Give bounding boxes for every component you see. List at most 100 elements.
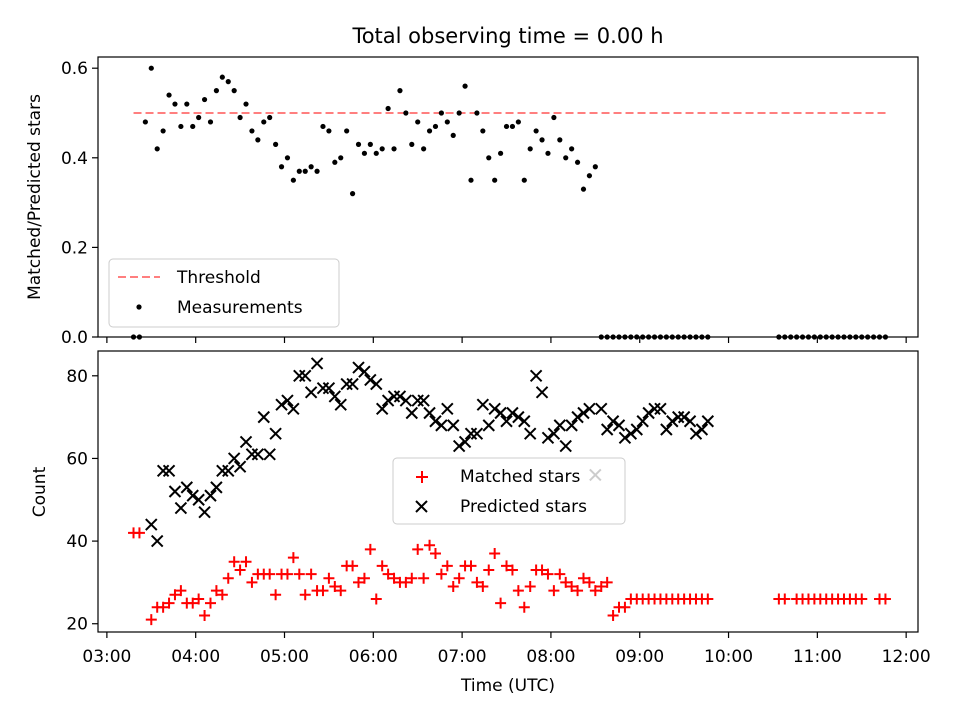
matched-stars-point [353, 576, 365, 588]
predicted-stars-point [174, 501, 188, 515]
measurement-point [148, 65, 154, 71]
count-plot-frame [97, 350, 919, 633]
matched-stars-point [264, 568, 276, 580]
measurement-point [166, 92, 172, 98]
matched-stars-point [601, 576, 613, 588]
ratio-y-tick-label: 0.0 [61, 328, 88, 348]
predicted-stars-point [583, 402, 596, 416]
matched-stars-point [145, 614, 157, 626]
measurement-point [379, 146, 385, 152]
predicted-stars-point [677, 410, 691, 424]
predicted-stars-point [423, 406, 436, 420]
predicted-stars-point [595, 402, 608, 416]
predicted-stars-point [204, 489, 217, 502]
predicted-stars-point [701, 415, 715, 428]
measurement-point [225, 79, 231, 85]
predicted-stars-point [559, 439, 572, 453]
predicted-stars-point [600, 423, 614, 436]
measurement-point [302, 168, 308, 174]
matched-stars-point [577, 572, 589, 584]
predicted-stars-point [299, 369, 312, 383]
predicted-stars-point [683, 415, 697, 428]
predicted-stars-point [565, 419, 578, 432]
matched-stars-point [187, 597, 199, 609]
matched-stars-point [542, 568, 554, 580]
matched-stars-point [424, 539, 436, 551]
measurement-point [557, 137, 563, 143]
measurement-point [533, 128, 539, 134]
matched-stars-point [518, 601, 530, 613]
matched-stars-point [376, 560, 388, 572]
predicted-stars-point [523, 427, 537, 440]
measurement-point [361, 150, 368, 156]
matched-stars-point [779, 593, 791, 605]
x-tick-label: 06:00 [349, 647, 398, 667]
predicted-stars-point [535, 386, 549, 399]
matched-stars-point [435, 568, 447, 580]
measurement-point [237, 114, 243, 121]
predicted-stars-point [417, 394, 430, 407]
measurement-point [231, 88, 237, 94]
measurement-point [243, 101, 249, 107]
matched-stars-point [441, 560, 453, 572]
count-y-tick-label: 40 [66, 532, 88, 552]
predicted-stars-point [370, 377, 383, 391]
predicted-stars-point [618, 431, 632, 444]
matched-stars-point [560, 576, 572, 588]
matched-stars-point [506, 564, 518, 576]
predicted-stars-point [447, 419, 460, 432]
predicted-stars-point [577, 406, 590, 420]
x-tick-label: 12:00 [882, 647, 931, 667]
matched-stars-point [524, 581, 536, 593]
predicted-stars-point [334, 398, 347, 411]
measurement-point [545, 150, 551, 156]
matched-stars-point [364, 543, 376, 555]
threshold-legend-label: Threshold [176, 268, 261, 288]
predicted-stars-point [405, 406, 418, 420]
predicted-stars-point [150, 534, 164, 548]
measurement-point [574, 159, 581, 165]
predicted-stars-point [435, 419, 448, 432]
count-y-tick-label: 80 [66, 367, 88, 387]
x-tick-label: 09:00 [615, 647, 664, 667]
measurement-point [308, 164, 314, 170]
matched-stars-point [388, 572, 400, 584]
predicted-stars-point [482, 419, 495, 432]
predicted-stars-point [322, 381, 336, 395]
measurement-point [586, 173, 593, 179]
matched-stars-point [329, 581, 341, 593]
measurement-point [503, 123, 510, 130]
matched-stars-point [335, 585, 347, 597]
count-marks [128, 357, 891, 626]
measurement-point [219, 74, 225, 80]
matched-stars-point [400, 576, 412, 588]
count-panel: 20 40 60 80 03:00 04:00 05:00 06:00 07:00 08:00 09… [30, 350, 931, 696]
measurement-point [273, 141, 279, 147]
predicted-stars-point [210, 481, 223, 494]
matched-stars-point [429, 547, 441, 559]
predicted-stars-point [612, 419, 626, 432]
predicted-stars-point [346, 377, 359, 391]
matched-stars-point [453, 572, 465, 584]
matched-stars-point [317, 585, 329, 597]
measurement-point [551, 114, 557, 121]
x-axis-label: Time (UTC) [460, 676, 555, 696]
measurement-point [154, 146, 160, 152]
measurement-point [278, 164, 285, 170]
measurement-point [426, 128, 433, 134]
matched-stars-point [607, 609, 619, 621]
measurement-point [190, 123, 196, 130]
predicted-stars-point [654, 402, 667, 416]
predicted-stars-point [222, 464, 235, 478]
matched-stars-point [512, 585, 524, 597]
matched-stars-point [210, 585, 222, 597]
ratio-legend-box [108, 258, 340, 328]
matched-legend-swatch [416, 471, 428, 483]
ratio-y-tick-label: 0.6 [61, 59, 88, 79]
measurement-point [178, 123, 184, 130]
matched-stars-point [495, 597, 507, 609]
measurement-point [355, 141, 362, 147]
matched-stars-point [702, 593, 714, 605]
matched-stars-point [589, 585, 601, 597]
